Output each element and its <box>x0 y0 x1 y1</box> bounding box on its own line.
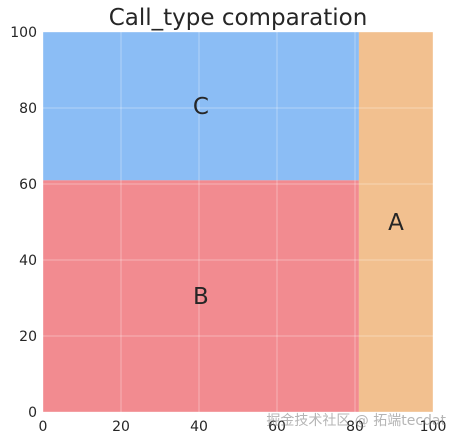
treemap-label-b: B <box>193 284 209 310</box>
y-tick-label: 20 <box>19 329 37 345</box>
x-tick-label: 80 <box>346 419 364 435</box>
y-tick-label: 40 <box>19 253 37 269</box>
x-tick-label: 40 <box>190 419 208 435</box>
treemap-rect-c <box>43 32 359 181</box>
y-tick-label: 0 <box>28 405 37 421</box>
y-tick-label: 100 <box>10 25 37 41</box>
chart-title: Call_type comparation <box>109 5 368 31</box>
plot-area: B C A <box>42 31 434 413</box>
treemap-rect-b <box>43 180 359 412</box>
watermark-text: 掘金技术社区 @ 拓端tecdat <box>266 413 446 429</box>
x-tick-label: 60 <box>268 419 286 435</box>
x-tick-label: 0 <box>39 419 48 435</box>
treemap-label-c: C <box>193 94 209 120</box>
y-tick-label: 80 <box>19 101 37 117</box>
treemap-label-a: A <box>388 210 404 236</box>
treemap-rect-a <box>358 32 433 412</box>
x-tick-label: 100 <box>420 419 447 435</box>
x-tick-label: 20 <box>112 419 130 435</box>
axis-ticks: 0 20 40 60 80 100 0 20 40 60 80 100 <box>10 25 446 435</box>
y-tick-label: 60 <box>19 177 37 193</box>
